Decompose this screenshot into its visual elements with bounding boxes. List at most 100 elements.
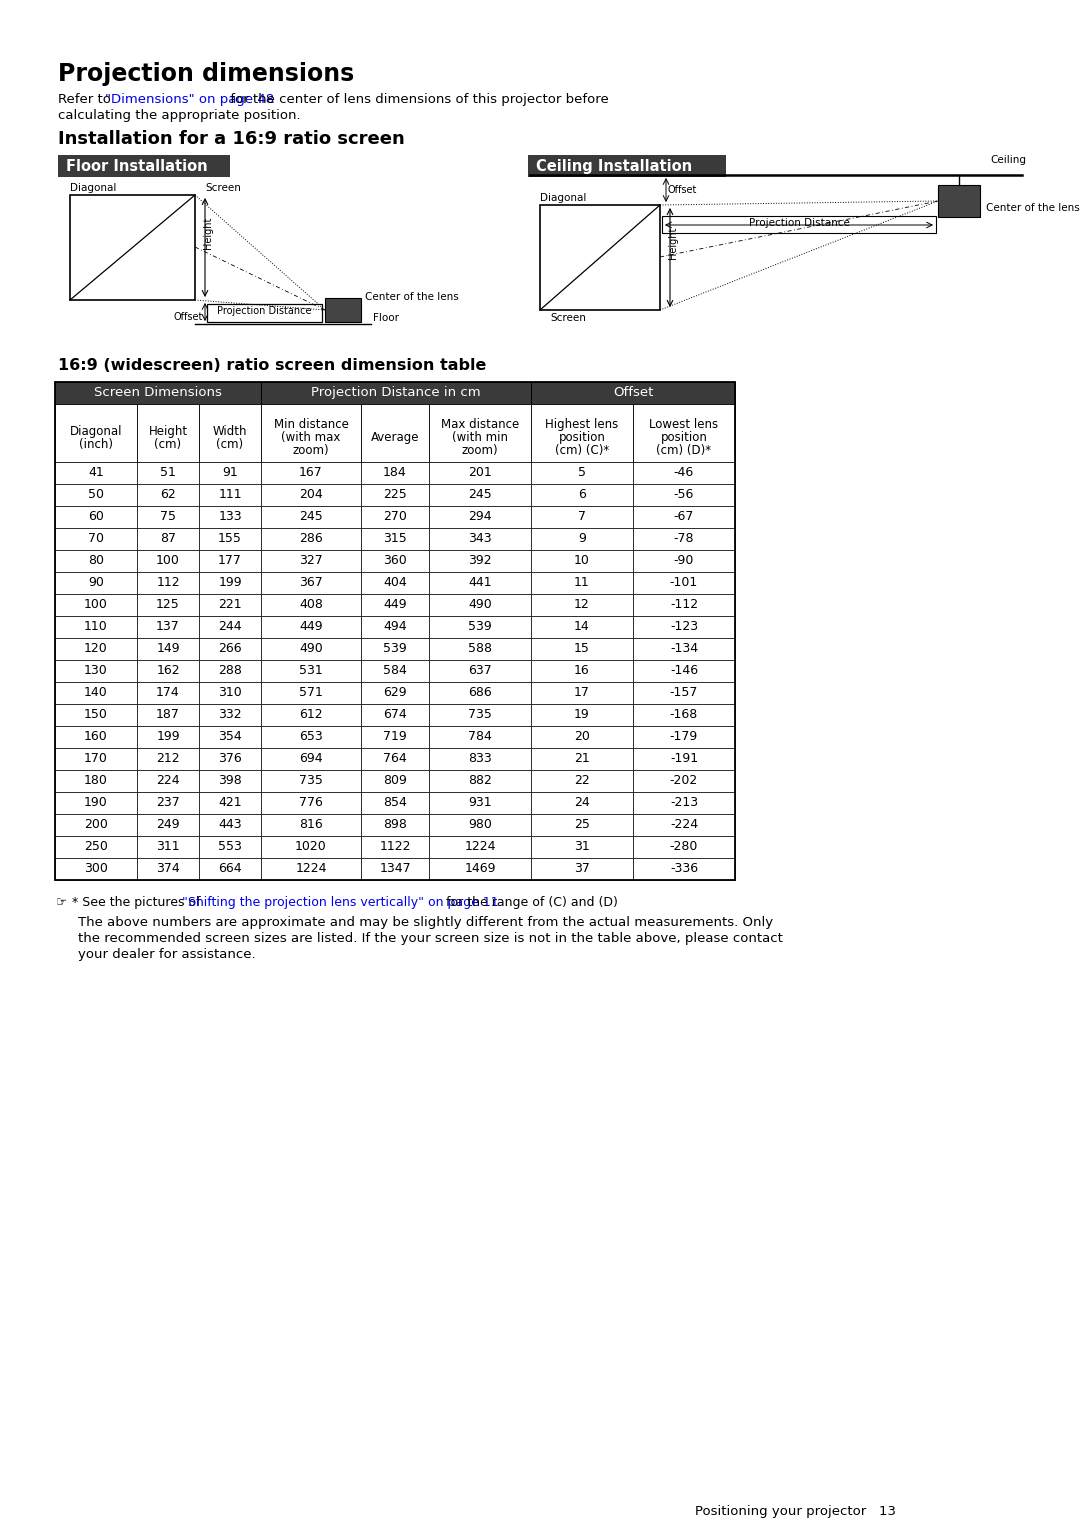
Text: 315: 315 <box>383 532 407 545</box>
Bar <box>137 403 199 462</box>
Bar <box>199 660 261 683</box>
Text: 5: 5 <box>578 466 586 479</box>
Bar <box>55 749 137 770</box>
Bar <box>429 858 531 881</box>
Text: 24: 24 <box>575 796 590 808</box>
Bar <box>429 462 531 485</box>
Text: zoom): zoom) <box>293 443 329 457</box>
Text: 898: 898 <box>383 818 407 831</box>
Text: 629: 629 <box>383 686 407 700</box>
Bar <box>633 683 735 704</box>
Bar <box>429 617 531 638</box>
Text: 140: 140 <box>84 686 108 700</box>
Bar <box>137 551 199 572</box>
Bar <box>137 815 199 836</box>
Text: 11: 11 <box>575 575 590 589</box>
Bar <box>55 660 137 683</box>
Text: 300: 300 <box>84 862 108 874</box>
Text: 80: 80 <box>87 554 104 568</box>
Bar <box>361 836 429 858</box>
Bar <box>261 485 361 506</box>
Bar <box>429 403 531 462</box>
Bar <box>55 594 137 617</box>
Bar <box>633 660 735 683</box>
Bar <box>531 683 633 704</box>
Bar <box>531 462 633 485</box>
Text: 376: 376 <box>218 752 242 765</box>
Text: (cm) (D)*: (cm) (D)* <box>657 443 712 457</box>
Text: 1122: 1122 <box>379 841 410 853</box>
Bar <box>531 660 633 683</box>
Text: Floor: Floor <box>373 313 399 324</box>
Text: 270: 270 <box>383 509 407 523</box>
Bar <box>429 726 531 749</box>
Text: 7: 7 <box>578 509 586 523</box>
Bar <box>361 485 429 506</box>
Bar <box>137 726 199 749</box>
Text: (with max: (with max <box>281 431 340 443</box>
Text: Highest lens: Highest lens <box>545 417 619 431</box>
Text: 62: 62 <box>160 488 176 502</box>
Bar <box>261 617 361 638</box>
Bar <box>55 403 137 462</box>
Text: 392: 392 <box>469 554 491 568</box>
Bar <box>662 216 936 233</box>
Text: 809: 809 <box>383 775 407 787</box>
Text: 162: 162 <box>157 664 179 676</box>
Text: 244: 244 <box>218 620 242 634</box>
Text: -224: -224 <box>670 818 698 831</box>
Text: 17: 17 <box>575 686 590 700</box>
Bar <box>261 660 361 683</box>
Text: 15: 15 <box>575 643 590 655</box>
Text: * See the pictures of: * See the pictures of <box>72 896 204 910</box>
Bar <box>55 792 137 815</box>
Bar <box>137 485 199 506</box>
Bar <box>261 726 361 749</box>
Text: 571: 571 <box>299 686 323 700</box>
Bar <box>531 638 633 660</box>
Text: Height: Height <box>203 216 213 249</box>
Text: Offset: Offset <box>669 186 698 195</box>
Text: 833: 833 <box>468 752 491 765</box>
Text: Screen: Screen <box>205 183 241 193</box>
Text: 1020: 1020 <box>295 841 327 853</box>
Bar <box>633 506 735 528</box>
Bar <box>261 704 361 726</box>
Text: 133: 133 <box>218 509 242 523</box>
Text: position: position <box>558 431 606 443</box>
Bar <box>325 298 361 322</box>
Text: 20: 20 <box>575 730 590 742</box>
Text: 931: 931 <box>469 796 491 808</box>
Text: -90: -90 <box>674 554 694 568</box>
Bar <box>199 638 261 660</box>
Bar <box>939 186 980 216</box>
Text: -134: -134 <box>670 643 698 655</box>
Text: 201: 201 <box>468 466 491 479</box>
Bar <box>261 770 361 792</box>
Bar <box>633 462 735 485</box>
Text: calculating the appropriate position.: calculating the appropriate position. <box>58 109 300 123</box>
Text: your dealer for assistance.: your dealer for assistance. <box>78 948 256 960</box>
Bar <box>429 660 531 683</box>
Bar <box>361 770 429 792</box>
Text: 612: 612 <box>299 709 323 721</box>
Text: 735: 735 <box>299 775 323 787</box>
Text: -67: -67 <box>674 509 694 523</box>
Bar <box>429 683 531 704</box>
Text: 170: 170 <box>84 752 108 765</box>
Bar <box>137 792 199 815</box>
Text: Projection Distance in cm: Projection Distance in cm <box>311 387 481 399</box>
Text: 120: 120 <box>84 643 108 655</box>
Text: Screen: Screen <box>550 313 585 324</box>
Text: 16:9 (widescreen) ratio screen dimension table: 16:9 (widescreen) ratio screen dimension… <box>58 357 486 373</box>
Text: Projection Distance: Projection Distance <box>748 218 850 229</box>
Bar <box>137 638 199 660</box>
Text: -101: -101 <box>670 575 698 589</box>
Text: 14: 14 <box>575 620 590 634</box>
Text: 111: 111 <box>218 488 242 502</box>
Bar <box>137 506 199 528</box>
Text: 190: 190 <box>84 796 108 808</box>
Bar <box>70 195 195 301</box>
Text: for the range of (C) and (D): for the range of (C) and (D) <box>442 896 618 910</box>
Text: 882: 882 <box>468 775 491 787</box>
